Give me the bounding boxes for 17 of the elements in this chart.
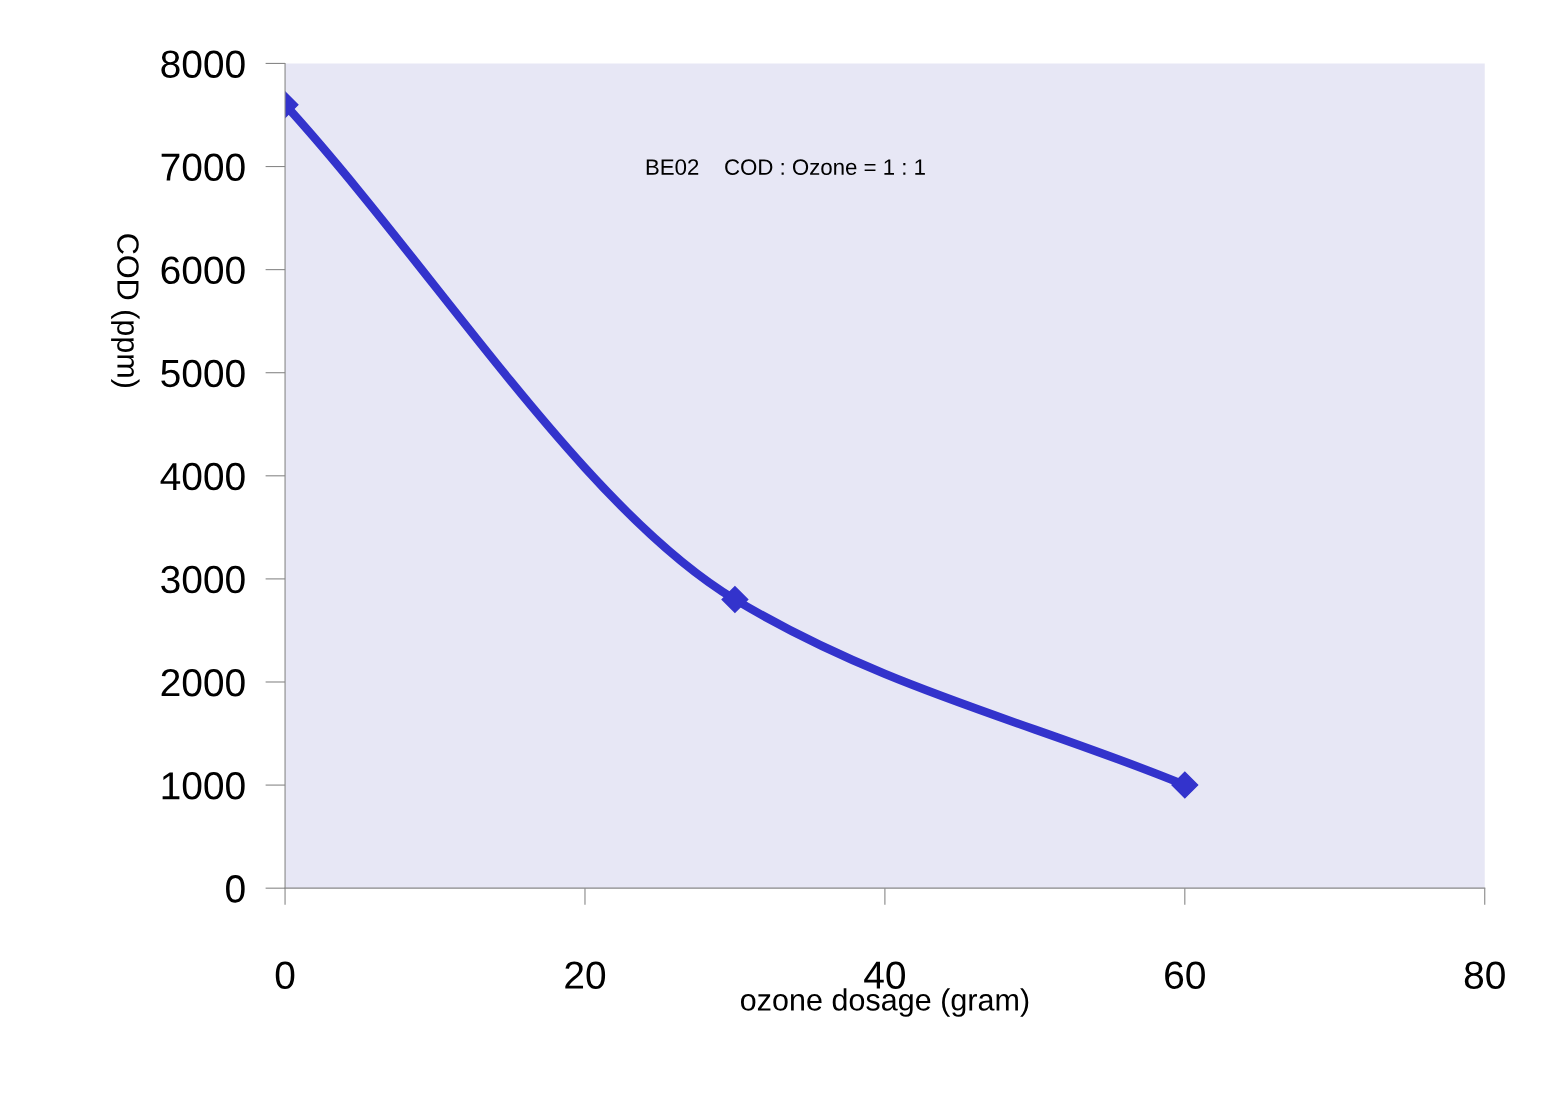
- x-tick-label: 40: [864, 961, 906, 989]
- x-axis-title: ozone dosage (gram): [740, 988, 1029, 1017]
- y-tick-label: 1000: [162, 772, 245, 800]
- x-tick-label: 0: [275, 961, 295, 989]
- y-tick-label: 0: [226, 875, 245, 903]
- x-tick-label: 60: [1165, 961, 1205, 989]
- y-tick-label: 4000: [160, 462, 245, 491]
- x-tick-label: 80: [1464, 961, 1505, 989]
- y-axis-title: COD (ppm): [111, 234, 140, 388]
- x-tick-label: 20: [565, 961, 606, 989]
- y-tick-label: 6000: [161, 256, 245, 285]
- annotation: BE02 COD : Ozone = 1 : 1: [646, 159, 925, 175]
- y-tick-label: 3000: [161, 565, 245, 594]
- y-tick-label: 7000: [161, 153, 245, 182]
- y-tick-label: 8000: [161, 50, 245, 78]
- y-tick-label: 5000: [161, 359, 245, 388]
- y-tick-label: 2000: [161, 668, 245, 697]
